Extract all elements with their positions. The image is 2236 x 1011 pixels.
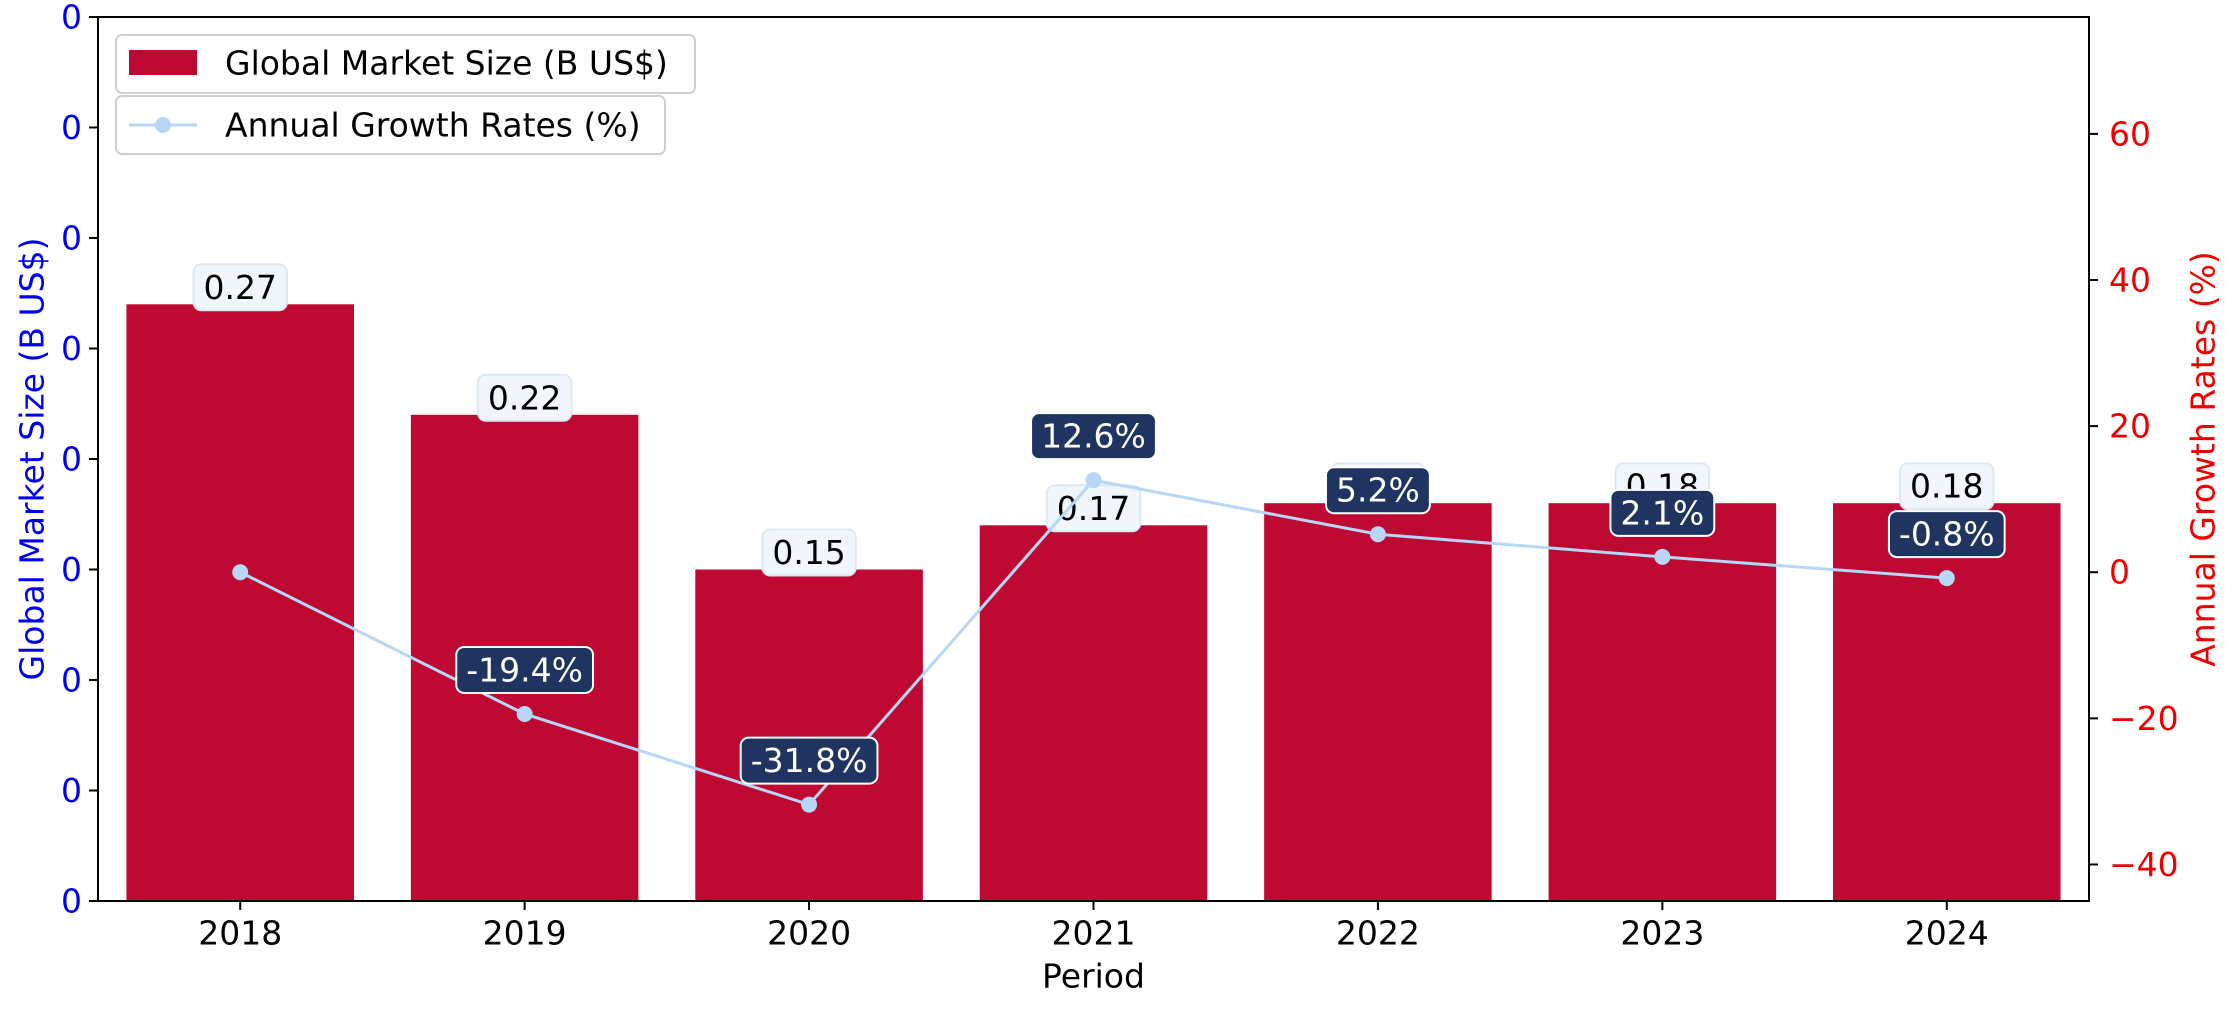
left-tick-label-3: 0 bbox=[61, 550, 82, 589]
growth-label-2023: 2.1% bbox=[1609, 488, 1716, 537]
growth-label-2020: -31.8% bbox=[739, 736, 879, 785]
growth-point-2018 bbox=[232, 564, 249, 581]
growth-point-2020 bbox=[801, 796, 818, 813]
x-tick-label-2020: 2020 bbox=[767, 914, 851, 953]
growth-label-2020-text: -31.8% bbox=[751, 741, 868, 780]
legend-label-market-size: Global Market Size (B US$) bbox=[225, 44, 668, 83]
bar-label-2020-text: 0.15 bbox=[772, 533, 845, 572]
legend-entry-market-size: Global Market Size (B US$) bbox=[115, 34, 696, 94]
left-tick-label-6: 0 bbox=[61, 219, 82, 258]
legend-marker-growth bbox=[155, 117, 171, 133]
growth-point-2023 bbox=[1654, 548, 1671, 565]
bar-2018 bbox=[126, 304, 354, 901]
left-tick-label-7: 0 bbox=[61, 108, 82, 147]
bar-label-2021: 0.17 bbox=[1045, 484, 1142, 533]
left-tick-label-1: 0 bbox=[61, 771, 82, 810]
left-tick-label-5: 0 bbox=[61, 329, 82, 368]
right-tick-label-1: −20 bbox=[2109, 699, 2179, 738]
bar-2022 bbox=[1264, 503, 1492, 901]
bar-label-2019: 0.22 bbox=[476, 373, 573, 422]
growth-label-2021-text: 12.6% bbox=[1041, 417, 1146, 456]
growth-point-2019 bbox=[516, 705, 533, 722]
bar-label-2018-text: 0.27 bbox=[203, 268, 276, 307]
x-tick-label-2022: 2022 bbox=[1336, 914, 1420, 953]
right-tick-label-5: 60 bbox=[2109, 114, 2151, 153]
growth-label-2024-text: -0.8% bbox=[1899, 515, 1995, 554]
axes: 2018 2019 2020 2021 2022 2023 2024 Period 0 0 0 0 0 0… bbox=[13, 0, 2223, 996]
bar-label-2020-box bbox=[761, 528, 857, 577]
x-tick-label-2018: 2018 bbox=[198, 914, 282, 953]
growth-label-2022-text: 5.2% bbox=[1336, 471, 1420, 510]
growth-label-2019-text: -19.4% bbox=[466, 650, 583, 689]
growth-label-2022: 5.2% bbox=[1325, 466, 1431, 515]
growth-label-2019: -19.4% bbox=[455, 645, 595, 694]
x-tick-label-2021: 2021 bbox=[1052, 914, 1136, 953]
bar-label-2018-box bbox=[192, 263, 288, 312]
bar-label-2019-box bbox=[476, 373, 573, 422]
growth-label-2024-box bbox=[1887, 510, 2006, 559]
growth-label-2020-box bbox=[739, 736, 879, 785]
bar-2024 bbox=[1833, 503, 2061, 901]
growth-line-series bbox=[232, 472, 1955, 813]
growth-value-labels: -19.4% -31.8% 12.6% 5.2% 2.1% -0.8% bbox=[455, 412, 2006, 785]
left-tick-label-0: 0 bbox=[61, 882, 82, 921]
right-tick-label-3: 20 bbox=[2109, 407, 2151, 446]
legend-label-growth: Annual Growth Rates (%) bbox=[225, 106, 641, 145]
left-axis-label: Global Market Size (B US$) bbox=[13, 238, 52, 681]
growth-point-2021 bbox=[1085, 472, 1102, 489]
growth-label-2022-box bbox=[1325, 466, 1431, 515]
growth-label-2021: 12.6% bbox=[1030, 412, 1157, 461]
growth-label-2023-text: 2.1% bbox=[1620, 493, 1704, 532]
x-tick-label-2024: 2024 bbox=[1905, 914, 1989, 953]
growth-point-2022 bbox=[1369, 526, 1386, 543]
bar-label-2019-text: 0.22 bbox=[488, 378, 561, 417]
bar-label-2024-box bbox=[1899, 462, 1995, 511]
bar-2023 bbox=[1548, 503, 1777, 901]
legend: Global Market Size (B US$) Annual Growth … bbox=[115, 34, 696, 155]
legend-box-market-size bbox=[115, 34, 696, 94]
bars bbox=[126, 304, 2061, 901]
right-axis-label: Annual Growth Rates (%) bbox=[2184, 251, 2223, 667]
right-tick-label-0: −40 bbox=[2109, 845, 2179, 884]
x-tick-label-2023: 2023 bbox=[1620, 914, 1704, 953]
growth-label-2019-box bbox=[455, 645, 595, 694]
growth-label-2024: -0.8% bbox=[1887, 510, 2006, 559]
legend-entry-growth: Annual Growth Rates (%) bbox=[115, 95, 666, 155]
left-tick-label-4: 0 bbox=[61, 440, 82, 479]
legend-box-growth bbox=[115, 95, 666, 155]
left-tick-label-8: 0 bbox=[61, 0, 82, 37]
bar-2021 bbox=[979, 525, 1208, 901]
growth-point-2024 bbox=[1938, 570, 1955, 587]
bar-label-2018: 0.27 bbox=[192, 263, 288, 312]
bar-label-2024: 0.18 bbox=[1899, 462, 1995, 511]
x-tick-label-2019: 2019 bbox=[483, 914, 567, 953]
right-tick-label-4: 40 bbox=[2109, 261, 2151, 300]
legend-swatch-market-size bbox=[129, 50, 197, 75]
bar-label-2024-text: 0.18 bbox=[1910, 467, 1983, 506]
bar-2020 bbox=[695, 569, 923, 901]
growth-label-2021-box bbox=[1030, 412, 1157, 461]
right-tick-label-2: 0 bbox=[2109, 553, 2130, 592]
x-axis-label: Period bbox=[1042, 957, 1145, 996]
left-tick-label-2: 0 bbox=[61, 661, 82, 700]
bar-label-2020: 0.15 bbox=[761, 528, 857, 577]
growth-label-2023-box bbox=[1609, 488, 1716, 537]
